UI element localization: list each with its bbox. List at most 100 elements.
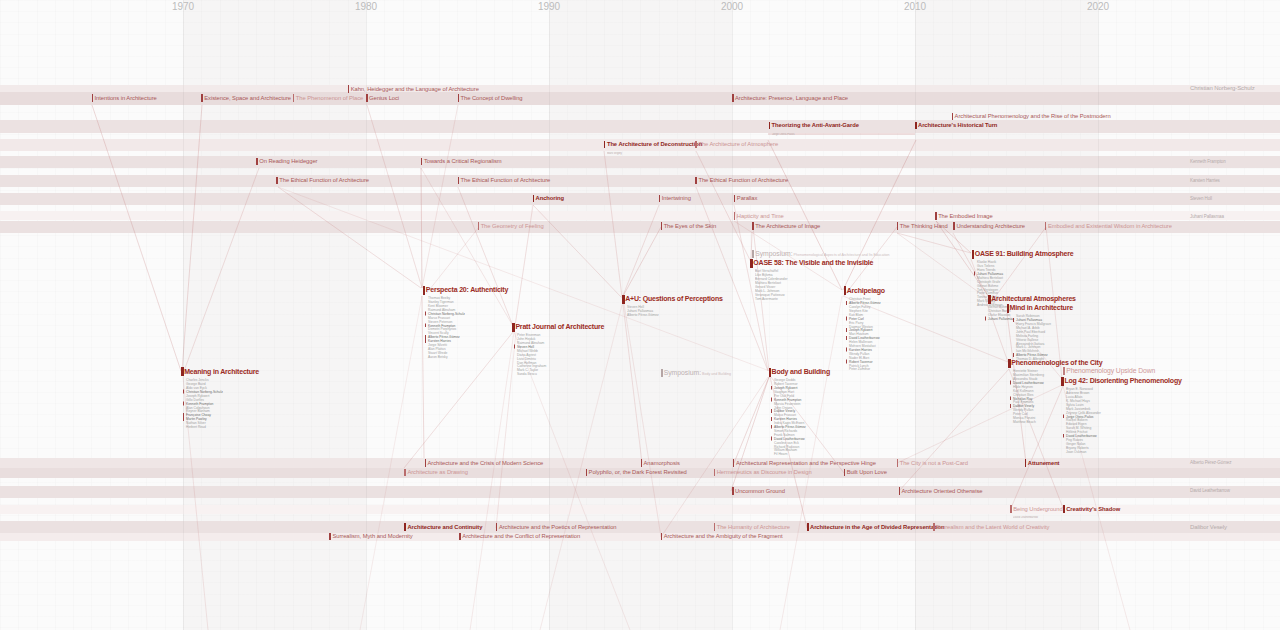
item-label: Log 42: Disorienting Phenomenology: [1064, 377, 1181, 384]
item-label: Architecture's Historical Turn: [918, 122, 997, 128]
item-label: Architectural Atmospheres: [991, 295, 1076, 302]
contributor-name: Joan Ockman: [1063, 450, 1086, 454]
connection-line: [622, 205, 659, 298]
item-tick: [732, 487, 734, 495]
item-tick: [459, 533, 461, 541]
connection-line: [623, 304, 642, 463]
item-label: Polyphilo, or, the Dark Forest Revisited: [589, 469, 687, 475]
item-label: Intertwining: [662, 195, 691, 201]
item-tick: [732, 94, 734, 102]
contributor-list: Bart VerschaffelLike BijlsmaBernard Cole…: [752, 269, 788, 300]
item-tick: [659, 195, 661, 203]
author-label: David Leatherbarrow: [1190, 488, 1230, 493]
item-tick: [404, 469, 406, 477]
item-tick: [1063, 367, 1065, 375]
item-label: The Eyes of the Skin: [664, 223, 717, 229]
author-label: Kenneth Frampton: [1190, 159, 1226, 164]
item-tick: [661, 533, 663, 541]
item-label: The Embodied Image: [938, 213, 993, 219]
decade-label: 2010: [904, 1, 926, 12]
decade-gridline: [915, 0, 916, 630]
item-label: The Architecture of Image: [755, 223, 820, 229]
item-tick: [1010, 505, 1012, 513]
item-tick: [714, 523, 716, 531]
item-tick: [897, 459, 899, 467]
author-label: Juhani Pallasmaa: [1190, 214, 1224, 219]
item-label: Perspecta 20: Authenticity: [426, 286, 508, 293]
item-label: Architectural Representation and the Per…: [736, 460, 876, 466]
item-label: Architecture and the Crisis of Modern Sc…: [428, 460, 544, 466]
item-tick: [915, 122, 917, 130]
item-tick: [752, 222, 754, 230]
item-label: Architectural Phenomenology and the Rise…: [955, 113, 1111, 119]
item-label: Architecture and the Poetics of Represen…: [499, 524, 617, 530]
contributor-list: Bryan E. NorwoodAdrienne BrownLucia Alla…: [1063, 387, 1101, 453]
item-label: Understanding Architecture: [956, 223, 1025, 229]
connection-line: [422, 296, 424, 458]
item-label: Kahn, Heidegger and the Language of Arch…: [351, 86, 479, 92]
item-tick: [586, 469, 588, 477]
item-label: Architecture Oriented Otherwise: [902, 488, 983, 494]
connection-line: [696, 151, 751, 262]
item-label: Theorizing the Anti-Avant-Garde: [772, 122, 859, 128]
contributor-list: Sarah RobinsonJuhani PallasmaaHarry Fran…: [1013, 314, 1051, 361]
decade-label: 2000: [721, 1, 743, 12]
item-tick: [953, 222, 955, 230]
item-tick: [421, 158, 423, 166]
author-label: Christian Norberg-Schulz: [1190, 85, 1255, 91]
item-tick: [201, 94, 203, 102]
item-label: The Ethical Function of Architecture: [279, 177, 369, 183]
item-label: Archipelago: [847, 287, 885, 294]
connection-line: [514, 332, 630, 630]
item-tick: [496, 523, 498, 531]
author-label: Alberto Pérez-Gómez: [1190, 460, 1231, 465]
item-label: A+U: Questions of Perceptions: [625, 295, 722, 302]
decade-gridline: [1098, 0, 1099, 630]
item-label: Hermeneutics as Discourse in Design: [717, 469, 812, 475]
item-label: The Phenomenon of Place: [296, 95, 364, 101]
connection-line: [622, 227, 661, 298]
item-tick: [92, 94, 94, 102]
item-label: Symposium: Body and Building: [664, 369, 731, 376]
item-label: The Architecture of Atmosphere: [698, 141, 778, 147]
decade-label: 1990: [538, 1, 560, 12]
connection-line: [843, 140, 916, 290]
contributor-name: Juhani Pallasmaa: [985, 317, 1014, 321]
contributor-list: Peter EisenmanJohn HejdukRaimund Abraham…: [514, 333, 546, 376]
item-label: Hapticity and Time: [737, 213, 784, 219]
item-label: Anchoring: [536, 195, 565, 201]
item-tick: [458, 94, 460, 102]
item-label: The Concept of Dwelling: [461, 95, 523, 101]
item-label: Mind in Architecture: [1010, 304, 1073, 311]
item-tick: [293, 94, 295, 102]
item-tick: [604, 141, 606, 149]
item-label: Uncommon Ground: [735, 488, 785, 494]
item-tick: [425, 459, 427, 467]
item-label: Pratt Journal of Architecture: [515, 323, 604, 330]
item-tick: [714, 469, 716, 477]
item-tick: [256, 158, 258, 166]
item-label: Symposium: Phenomenological Aspects of A…: [755, 250, 889, 257]
item-tick: [533, 195, 535, 203]
item-tick: [899, 487, 901, 495]
item-tick: [734, 212, 736, 220]
item-label: Architecture: Presence, Language and Pla…: [735, 95, 848, 101]
item-label: The City is not a Post-Card: [900, 460, 968, 466]
item-label: The Ethical Function of Architecture: [461, 177, 551, 183]
item-tick: [404, 523, 406, 531]
contributor-list: Steven HollJuhani PallasmaaAlberto Pérez…: [624, 305, 659, 317]
item-tick: [458, 177, 460, 185]
contributor-name: Tom Avermaete: [752, 297, 778, 301]
item-label: Towards a Critical Regionalism: [424, 158, 502, 164]
item-tick: [897, 222, 899, 230]
decade-label: 1980: [355, 1, 377, 12]
item-label: Architecture as Drawing: [407, 469, 467, 475]
item-label: Attunement: [1028, 460, 1060, 466]
item-label: The Geometry of Feeling: [481, 223, 544, 229]
contributor-list: Charles JencksGeorge BairdAldo van EyckC…: [183, 378, 223, 429]
item-label: Being Underground: [1013, 506, 1062, 512]
item-label: OASE 91: Building Atmosphere: [975, 250, 1074, 257]
item-tick: [695, 177, 697, 185]
item-tick: [733, 459, 735, 467]
item-label: Surrealism, Myth and Modernity: [332, 533, 412, 539]
